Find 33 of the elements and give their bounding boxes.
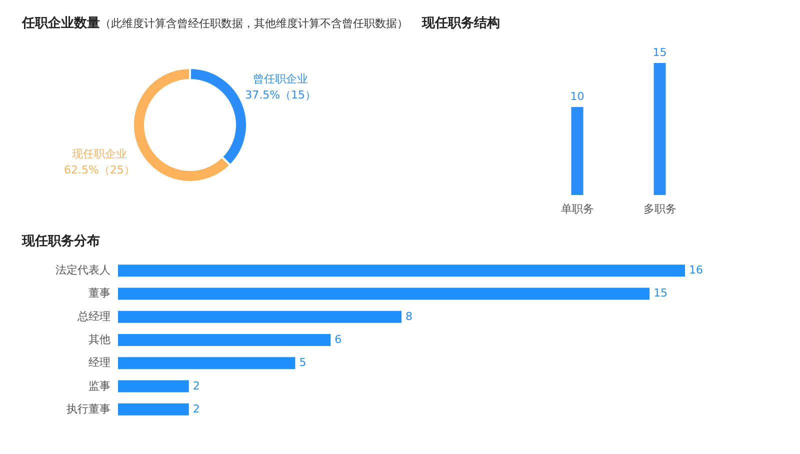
- y-tick-label: 经理: [88, 356, 110, 370]
- data-label: 15: [652, 46, 667, 59]
- data-label: 8: [406, 310, 412, 323]
- bar: [118, 403, 189, 416]
- data-label: 37.5%（15）: [245, 88, 316, 102]
- chart-subtitle: （此维度计算含曾经任职数据，其他维度计算不含曾任职数据）: [100, 17, 408, 30]
- bar: [118, 334, 331, 346]
- data-label: 6: [334, 333, 342, 346]
- x-tick-label: 多职务: [643, 202, 676, 216]
- data-label: 10: [570, 90, 584, 103]
- data-label: 16: [689, 264, 703, 277]
- slice-label: 现任职企业: [72, 148, 127, 161]
- bar: [118, 288, 650, 300]
- data-label: 15: [654, 286, 668, 300]
- data-label: 2: [192, 402, 200, 416]
- bar: [118, 264, 685, 277]
- x-tick-label: 单职务: [560, 202, 594, 216]
- slice-label: 曾任职企业: [253, 72, 308, 86]
- y-tick-label: 总经理: [76, 310, 110, 323]
- chart-title: 现任职务分布: [22, 234, 100, 249]
- y-tick-label: 董事: [88, 286, 110, 300]
- data-label: 5: [299, 356, 306, 370]
- bar: [118, 310, 402, 323]
- bar: [118, 357, 296, 370]
- y-tick-label: 法定代表人: [56, 264, 110, 277]
- data-label: 62.5%（25）: [64, 164, 135, 177]
- y-tick-label: 执行董事: [66, 402, 110, 416]
- y-tick-label: 其他: [88, 333, 110, 346]
- y-tick-label: 监事: [88, 379, 110, 392]
- data-label: 2: [192, 379, 200, 392]
- chart-title: 任职企业数量: [22, 16, 100, 31]
- chart-title: 现任职务结构: [422, 16, 500, 31]
- bar: [118, 380, 189, 392]
